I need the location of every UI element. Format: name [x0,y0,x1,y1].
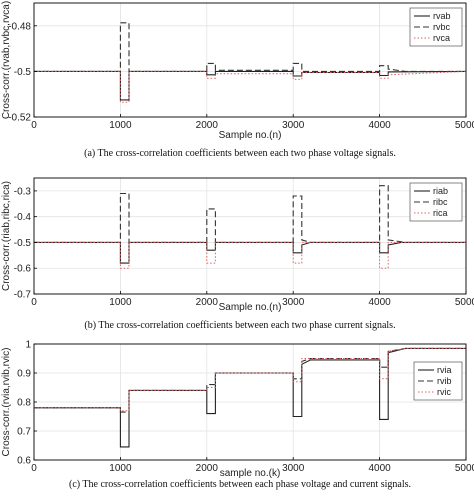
x-tick-label: 0 [31,463,37,474]
x-tick-label: 4000 [368,463,391,474]
series-line-rvia [34,347,466,448]
axes-frame [33,177,467,295]
series-group [34,22,466,103]
y-tick-label: 0.7 [17,427,31,438]
legend-label-rvbc: rvbc [433,22,451,32]
x-tick-label: 1000 [109,463,132,474]
y-axis-label: Cross-corr.(riab,ribc,rica) [1,181,12,291]
legend-label-rvab: rvab [433,11,451,21]
x-tick-label: 4000 [368,120,391,131]
plot-area [34,178,466,294]
x-tick-label: 0 [31,297,37,308]
series-line-rvab [34,70,466,101]
x-tick-label: 1000 [109,120,132,131]
x-tick-label: 3000 [282,297,305,308]
series-line-rvbc [34,22,466,72]
legend-label-rvca: rvca [433,33,450,43]
legend-label-rvia: rvia [437,365,452,375]
y-tick-label: -0.3 [14,186,32,197]
x-axis-label: Sample no.(n) [219,302,282,313]
series-group [34,347,466,448]
y-tick-label: -0.4 [14,212,32,223]
x-tick-label: 2000 [196,463,219,474]
legend-label-ribc: ribc [433,197,448,207]
y-tick-label: 0.8 [17,398,31,409]
x-axis-label: sample no.(k) [220,468,281,479]
x-tick-label: 3000 [282,120,305,131]
y-tick-label: 0.6 [17,456,31,467]
x-tick-label: 1000 [109,297,132,308]
y-tick-label: -0.52 [8,113,31,124]
y-tick-label: 1 [25,340,31,351]
x-tick-label: 2000 [196,120,219,131]
legend-label-rvib: rvib [437,376,452,386]
y-tick-label: -0.5 [14,67,32,78]
y-axis-label: Cross-corr.(rvab,rvbc,rvca) [1,1,12,119]
axes-frame [33,2,467,118]
x-tick-label: 3000 [282,463,305,474]
figure-caption: (a) The cross-correlation coefficients b… [84,148,396,159]
y-tick-label: -0.48 [8,21,31,32]
series-line-rica [34,241,466,269]
y-tick-label: 0.9 [17,369,31,380]
legend-label-rvic: rvic [437,387,451,397]
legend-label-riab: riab [433,186,448,196]
legend-label-rica: rica [433,208,448,218]
series-line-rvca [34,70,466,103]
y-tick-label: -0.7 [14,290,32,301]
figure-caption: (c) The cross-correlation coefficients b… [69,479,411,490]
y-axis-label: Cross-corr.(rvia,rvib,rvic) [1,348,12,457]
series-group [34,185,466,269]
x-tick-label: 0 [31,120,37,131]
figure-caption: (b) The cross-correlation coefficients b… [84,320,395,331]
x-tick-label: 4000 [368,297,391,308]
y-tick-label: -0.6 [14,264,32,275]
x-axis-label: Sample no.(n) [219,130,282,141]
x-tick-label: 2000 [196,297,219,308]
y-tick-label: -0.5 [14,238,32,249]
plot-area [34,3,466,117]
series-line-rvib [34,347,466,413]
